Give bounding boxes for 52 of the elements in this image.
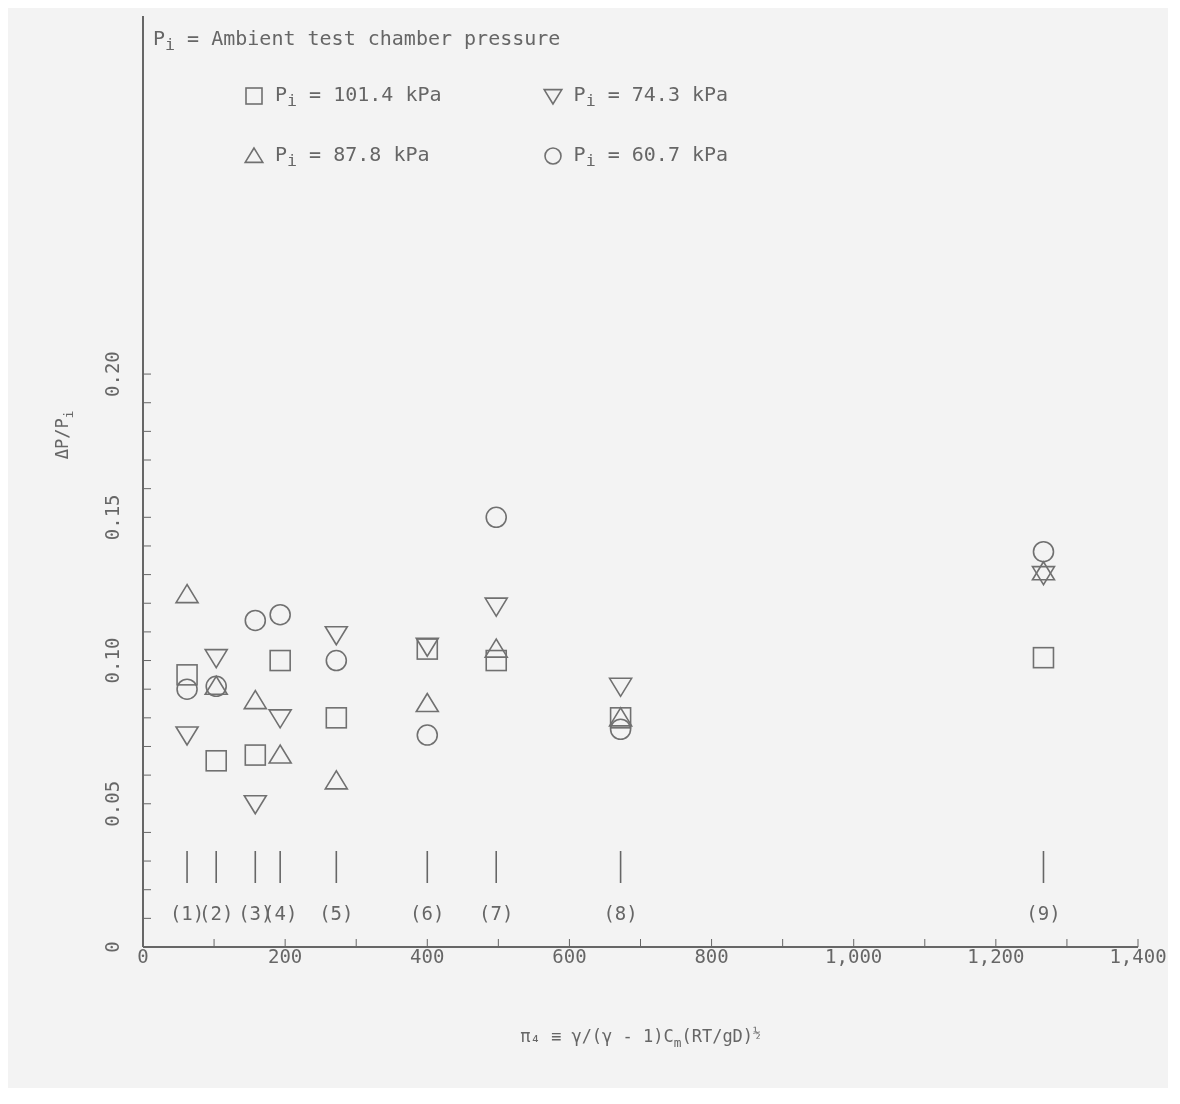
point	[324, 625, 349, 646]
point	[415, 692, 440, 713]
point	[176, 664, 198, 686]
annotation: (5)	[319, 902, 354, 924]
point	[484, 638, 509, 658]
point	[243, 689, 268, 710]
x-tick-label: 800	[694, 945, 729, 967]
point	[416, 724, 439, 746]
y-tick-label: 0.05	[101, 780, 123, 827]
point	[325, 649, 348, 672]
point	[485, 506, 508, 529]
point	[325, 707, 348, 729]
legend-title: P$_{i}$ = Ambient test chamber pressure	[153, 26, 561, 54]
point	[608, 677, 633, 698]
legend-label: P$_{i}$ = 101.4 kPa	[275, 82, 442, 110]
x-tick-label: 1,200	[967, 945, 1025, 967]
legend-label: P$_{i}$ = 74.3 kPa	[573, 82, 729, 110]
point	[1032, 540, 1055, 563]
point	[176, 678, 198, 700]
point	[1032, 646, 1055, 669]
point	[204, 648, 228, 669]
point	[484, 597, 509, 617]
point	[269, 603, 291, 626]
point	[244, 609, 267, 632]
annotation: (6)	[410, 902, 445, 924]
x-tick-label: 1,400	[1109, 945, 1167, 967]
legend-label: P$_{i}$ = 87.8 kPa	[275, 142, 430, 170]
point	[244, 744, 267, 766]
point	[175, 726, 199, 746]
point	[268, 709, 292, 729]
x-axis-title: π₄ ≡ γ/(γ - 1)C$_{m}$(RT/gD)$^{½}$	[520, 1024, 761, 1050]
y-tick-label: 0.10	[101, 637, 123, 684]
y-tick-label: 0.20	[101, 351, 123, 397]
point	[268, 744, 292, 764]
y-tick-label: 0.15	[101, 494, 123, 541]
x-tick-label: 400	[410, 945, 445, 967]
point	[609, 718, 632, 741]
point	[205, 750, 227, 772]
point	[243, 794, 268, 815]
legend-label: P$_{i}$ = 60.7 kPa	[573, 142, 729, 170]
point	[485, 649, 508, 672]
x-tick-label: 0	[137, 945, 149, 967]
annotation: (8)	[603, 902, 638, 924]
x-tick-label: 200	[267, 945, 303, 967]
x-tick-label: 1,000	[825, 945, 883, 967]
annotation: (9)	[1026, 902, 1061, 924]
point	[269, 649, 291, 672]
x-tick-label: 600	[552, 945, 587, 967]
point	[175, 583, 199, 604]
annotation: (7)	[479, 902, 514, 924]
annotation: (2)	[199, 902, 234, 924]
point	[324, 770, 349, 790]
